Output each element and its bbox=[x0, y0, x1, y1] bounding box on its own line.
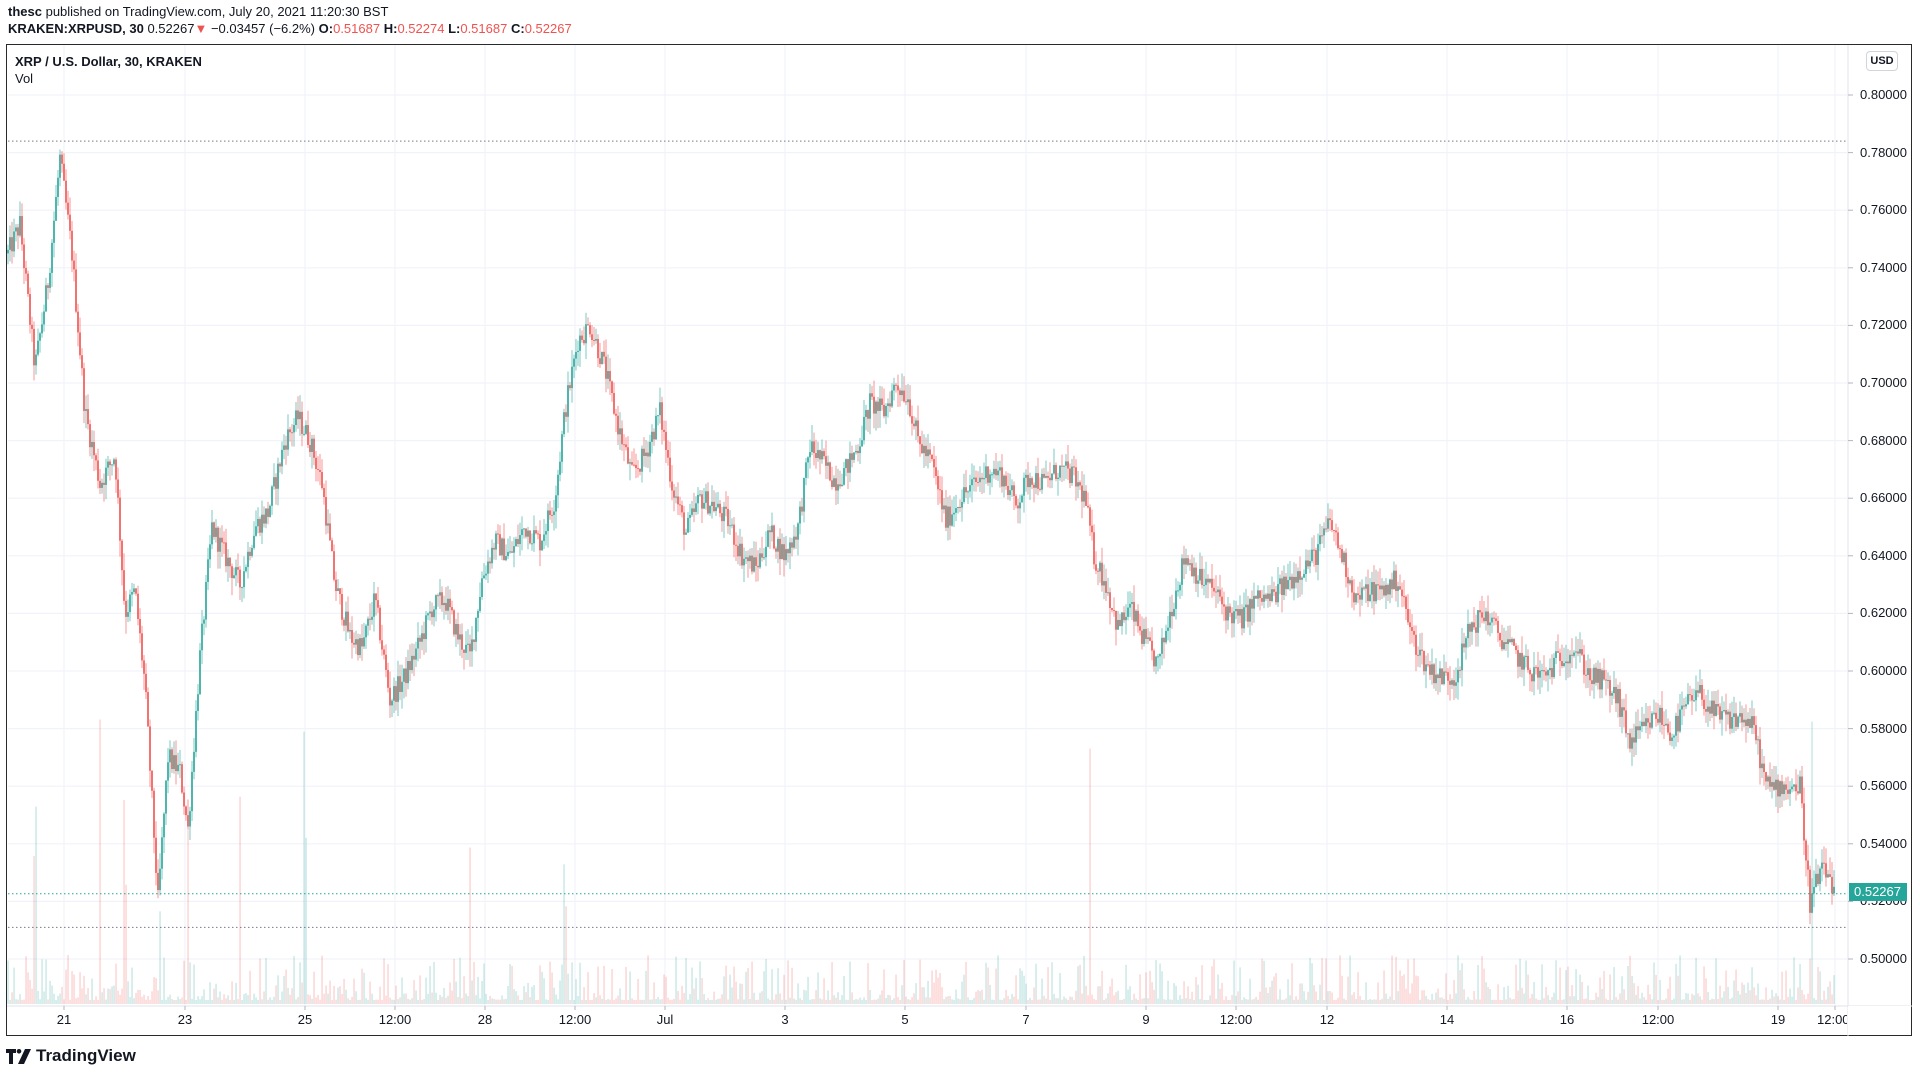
price-tick-label: 0.78000 bbox=[1860, 144, 1907, 160]
time-tick-label: 7 bbox=[1022, 1012, 1030, 1027]
series-title: XRP / U.S. Dollar, 30, KRAKEN bbox=[15, 54, 202, 69]
time-tick-label: 12:00 bbox=[558, 1012, 592, 1027]
currency-button[interactable]: USD bbox=[1866, 51, 1898, 71]
time-tick-label: 16 bbox=[1559, 1012, 1575, 1027]
ohlc-open: O:0.51687 bbox=[319, 21, 380, 36]
tradingview-logo: TradingView bbox=[6, 1046, 136, 1066]
down-arrow-icon: ▼ bbox=[194, 21, 208, 36]
price-tick-label: 0.60000 bbox=[1860, 663, 1907, 678]
ohlc-low: L:0.51687 bbox=[448, 21, 507, 36]
chart-legend: XRP / U.S. Dollar, 30, KRAKEN Vol bbox=[15, 53, 202, 87]
ohlc-open-value: 0.51687 bbox=[333, 21, 381, 36]
axis-corner bbox=[1848, 1006, 1911, 1035]
author-name: thesc bbox=[8, 4, 42, 19]
time-tick-label: 5 bbox=[901, 1012, 909, 1027]
price-tick-label: 0.74000 bbox=[1860, 259, 1907, 275]
price-tick-label: 0.54000 bbox=[1860, 835, 1907, 851]
volume-indicator-label[interactable]: Vol bbox=[15, 71, 34, 86]
price-tick-label: 0.62000 bbox=[1860, 605, 1907, 621]
ohlc-close: C:0.52267 bbox=[511, 21, 572, 36]
price-tick-label: 0.66000 bbox=[1860, 490, 1907, 506]
time-tick-label: 12 bbox=[1319, 1012, 1335, 1027]
price-tick-label: 0.64000 bbox=[1860, 547, 1907, 563]
time-tick-label: 12:00 bbox=[1817, 1012, 1847, 1027]
time-tick-label: 21 bbox=[56, 1012, 72, 1027]
price-tick-label: 0.50000 bbox=[1860, 951, 1907, 966]
last-price-tag: 0.52267 bbox=[1849, 883, 1907, 901]
time-tick-label: Jul bbox=[656, 1012, 674, 1027]
symbol-label: KRAKEN:XRPUSD, 30 bbox=[8, 21, 144, 36]
published-text: published on TradingView.com, July 20, 2… bbox=[45, 4, 389, 19]
ohlc-high-label: H: bbox=[383, 21, 398, 36]
symbol-info-line: KRAKEN:XRPUSD, 30 0.52267▼ −0.03457 (−6.… bbox=[8, 21, 572, 36]
time-tick-label: 25 bbox=[297, 1012, 313, 1027]
ohlc-high-value: 0.52274 bbox=[397, 21, 445, 36]
time-tick-label: 28 bbox=[477, 1012, 493, 1027]
tradingview-logo-icon bbox=[6, 1048, 31, 1064]
time-tick-label: 19 bbox=[1770, 1012, 1786, 1027]
ohlc-close-value: 0.52267 bbox=[524, 21, 572, 36]
price-tick-label: 0.58000 bbox=[1860, 720, 1907, 736]
time-tick-label: 9 bbox=[1142, 1012, 1150, 1027]
ohlc-close-label: C: bbox=[510, 21, 525, 36]
ohlc-low-label: L: bbox=[448, 21, 461, 36]
price-tick-label: 0.56000 bbox=[1860, 778, 1907, 794]
price-tick-label: 0.70000 bbox=[1860, 375, 1907, 390]
time-tick-label: 12:00 bbox=[378, 1012, 412, 1027]
price-tick-label: 0.68000 bbox=[1860, 432, 1907, 448]
time-tick-label: 23 bbox=[177, 1012, 193, 1027]
time-tick-label: 12:00 bbox=[1641, 1012, 1675, 1027]
price-tick-label: 0.72000 bbox=[1860, 317, 1907, 333]
price-tick-label: 0.76000 bbox=[1860, 202, 1907, 218]
chart-frame bbox=[6, 44, 1912, 1036]
logo-text: TradingView bbox=[36, 1046, 136, 1065]
time-tick-label: 12:00 bbox=[1219, 1012, 1253, 1027]
change-value: −0.03457 (−6.2%) bbox=[210, 21, 316, 36]
ohlc-open-label: O: bbox=[318, 21, 334, 36]
time-tick-label: 14 bbox=[1439, 1012, 1455, 1027]
price-tick-label: 0.80000 bbox=[1860, 87, 1907, 102]
publish-info: thesc published on TradingView.com, July… bbox=[8, 4, 388, 19]
last-price-value: 0.52267 bbox=[147, 21, 195, 36]
ohlc-high: H:0.52274 bbox=[384, 21, 445, 36]
time-tick-label: 3 bbox=[781, 1012, 789, 1027]
ohlc-low-value: 0.51687 bbox=[460, 21, 508, 36]
